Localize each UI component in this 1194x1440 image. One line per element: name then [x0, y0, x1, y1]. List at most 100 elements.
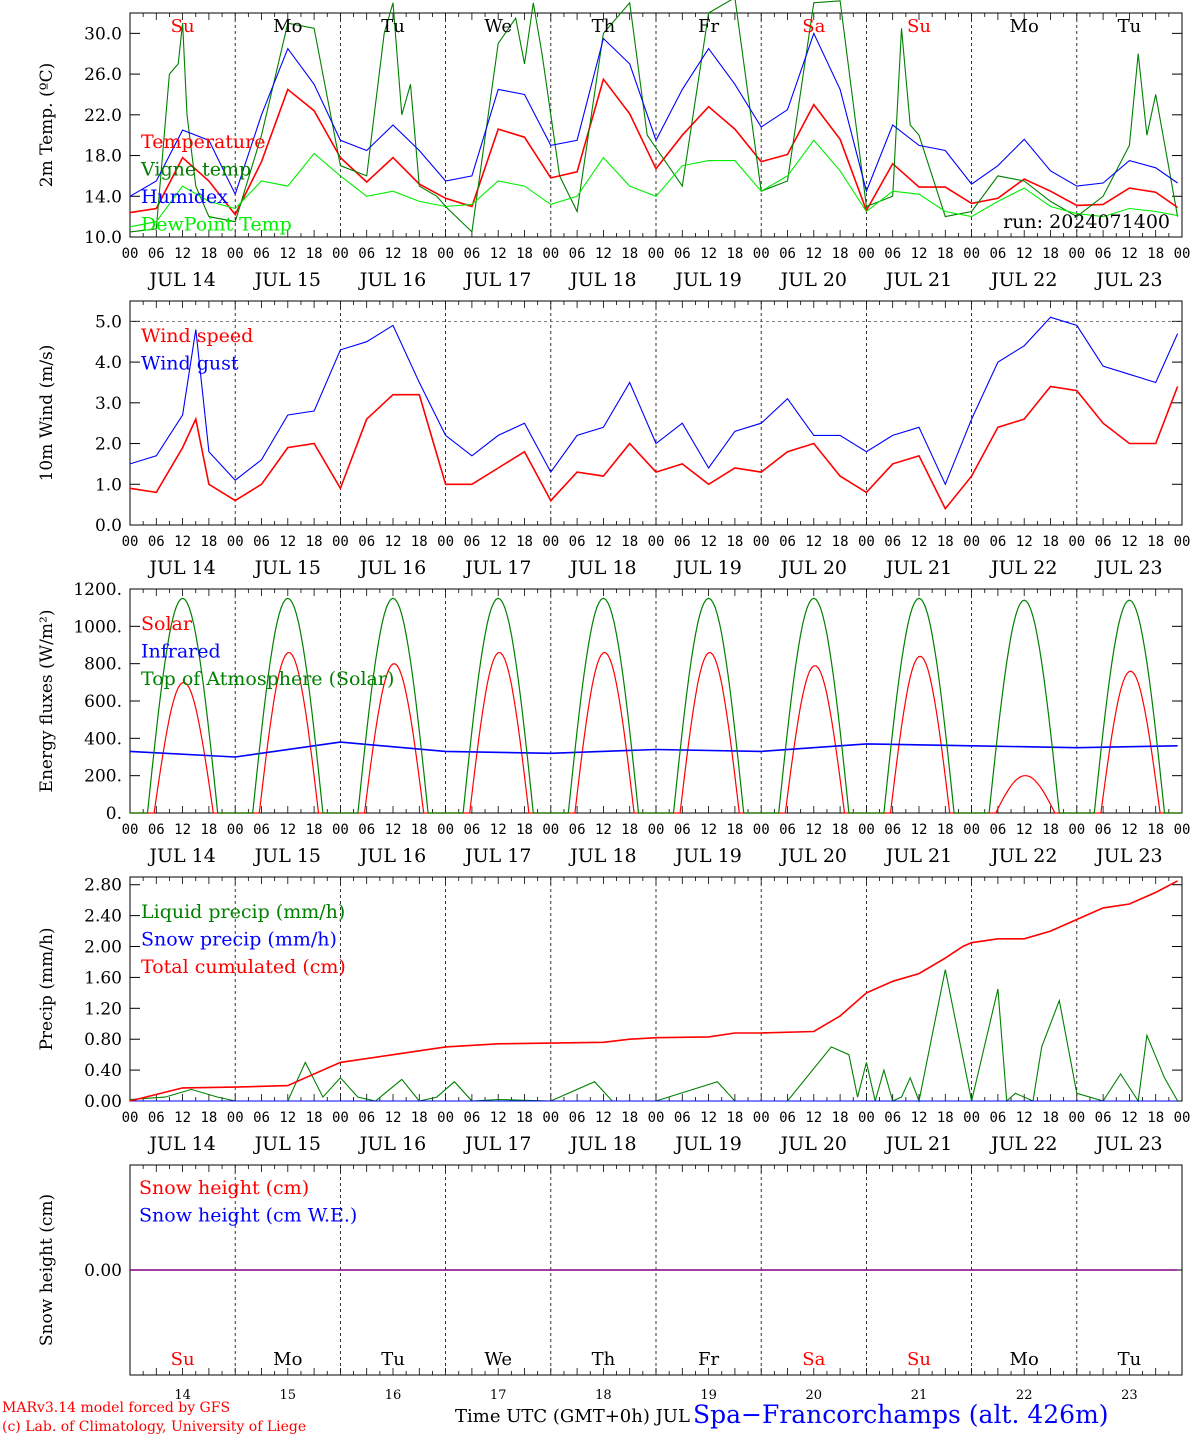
hour-label: 12	[490, 822, 507, 838]
day-label: JUL 18	[568, 269, 636, 291]
day-label: JUL 15	[253, 845, 321, 867]
hour-label: 12	[174, 822, 191, 838]
legend-entry: Snow height (cm W.E.)	[139, 1205, 357, 1227]
weekday-label: Su	[171, 16, 195, 37]
hour-label: 06	[1095, 1110, 1112, 1126]
hour-label: 00	[122, 822, 139, 838]
hour-label: 00	[542, 246, 559, 262]
y-tick-label: 3.0	[95, 394, 122, 414]
day-label: JUL 21	[884, 845, 952, 867]
day-label: JUL 22	[989, 1133, 1057, 1155]
day-label: JUL 23	[1094, 557, 1162, 579]
hour-label: 06	[1095, 246, 1112, 262]
hour-label: 18	[306, 822, 323, 838]
legend-entry: Humidex	[141, 186, 228, 208]
hour-label: 06	[1095, 822, 1112, 838]
series-humidex	[129, 31, 1178, 197]
hour-label: 00	[753, 246, 770, 262]
hour-label: 00	[227, 1110, 244, 1126]
hour-label: 00	[648, 1110, 665, 1126]
hour-label: 06	[358, 1110, 375, 1126]
hour-label: 18	[621, 822, 638, 838]
hour-label: 00	[122, 534, 139, 550]
y-tick-label: 2.00	[84, 938, 122, 958]
series-wind-gust	[129, 316, 1179, 486]
weekday-label: Su	[907, 1349, 931, 1370]
legend-entry: Top of Atmosphere (Solar)	[141, 668, 394, 690]
hour-label: 18	[411, 1110, 428, 1126]
hour-label: 18	[726, 822, 743, 838]
hour-label: 00	[753, 1110, 770, 1126]
hour-label: 18	[411, 822, 428, 838]
run-annotation: run: 2024071400	[1003, 211, 1170, 233]
y-tick-label: 1000.	[73, 617, 122, 637]
hour-label: 00	[858, 246, 875, 262]
y-tick-label: 1.20	[84, 999, 122, 1019]
hour-label: 12	[174, 1110, 191, 1126]
day-number-label: 23	[1121, 1388, 1138, 1403]
hour-label: 18	[306, 1110, 323, 1126]
hour-label: 18	[200, 1110, 217, 1126]
y-tick-label: 0.	[106, 804, 122, 824]
hour-label: 06	[989, 822, 1006, 838]
panel-frame	[129, 588, 1183, 814]
hour-label: 12	[1016, 534, 1033, 550]
hour-label: 00	[437, 534, 454, 550]
hour-label: 12	[490, 246, 507, 262]
day-number-label: 19	[700, 1388, 717, 1403]
hour-label: 18	[937, 822, 954, 838]
hour-label: 00	[963, 246, 980, 262]
hour-label: 18	[726, 534, 743, 550]
hour-label: 18	[1147, 822, 1164, 838]
hour-label: 06	[358, 534, 375, 550]
footer-credit-2: (c) Lab. of Climatology, University of L…	[2, 1419, 307, 1435]
hour-label: 12	[279, 534, 296, 550]
hour-label: 06	[148, 246, 165, 262]
day-label: JUL 19	[673, 557, 741, 579]
hour-label: 06	[463, 246, 480, 262]
y-tick-label: 30.0	[84, 24, 122, 44]
hour-label: 18	[1042, 534, 1059, 550]
hour-label: 00	[437, 246, 454, 262]
weekday-label: Th	[592, 16, 616, 37]
hour-label: 06	[148, 534, 165, 550]
day-label: JUL 21	[884, 557, 952, 579]
hour-label: 18	[726, 246, 743, 262]
weekday-label: Tu	[381, 1349, 405, 1370]
day-number-label: 16	[385, 1388, 402, 1403]
y-tick-label: 18.0	[84, 147, 122, 167]
legend-entry: Snow precip (mm/h)	[141, 929, 337, 951]
hour-label: 18	[937, 534, 954, 550]
hour-label: 00	[753, 822, 770, 838]
hour-label: 18	[200, 246, 217, 262]
panel-frame	[129, 12, 1183, 238]
hour-label: 12	[174, 534, 191, 550]
hour-label: 18	[832, 246, 849, 262]
weekday-label: Mo	[273, 16, 302, 37]
hour-label: 18	[411, 246, 428, 262]
y-tick-label: 10.0	[84, 228, 122, 248]
panel-2: Energy fluxes (W/m²)	[37, 588, 1183, 814]
hour-label: 06	[884, 822, 901, 838]
hour-label: 06	[569, 1110, 586, 1126]
series-wind-speed	[129, 385, 1179, 511]
y-tick-label: 14.0	[84, 187, 122, 207]
hour-label: 12	[595, 534, 612, 550]
hour-label: 00	[227, 822, 244, 838]
hour-label: 18	[726, 1110, 743, 1126]
hour-label: 18	[937, 246, 954, 262]
hour-label: 06	[989, 534, 1006, 550]
legend-entry: Snow height (cm)	[139, 1177, 309, 1199]
hour-label: 12	[1121, 534, 1138, 550]
hour-label: 06	[779, 534, 796, 550]
weekday-label: Tu	[1118, 1349, 1142, 1370]
hour-label: 12	[1121, 822, 1138, 838]
panel-3: Precip (mm/h)	[37, 876, 1183, 1103]
hour-label: 18	[516, 246, 533, 262]
day-label: JUL 20	[779, 269, 847, 291]
y-tick-label: 800.	[84, 655, 122, 675]
legend-entry: Solar	[141, 613, 193, 635]
day-label: JUL 16	[358, 557, 426, 579]
day-number-label: 22	[1016, 1388, 1033, 1403]
hour-label: 18	[1042, 1110, 1059, 1126]
